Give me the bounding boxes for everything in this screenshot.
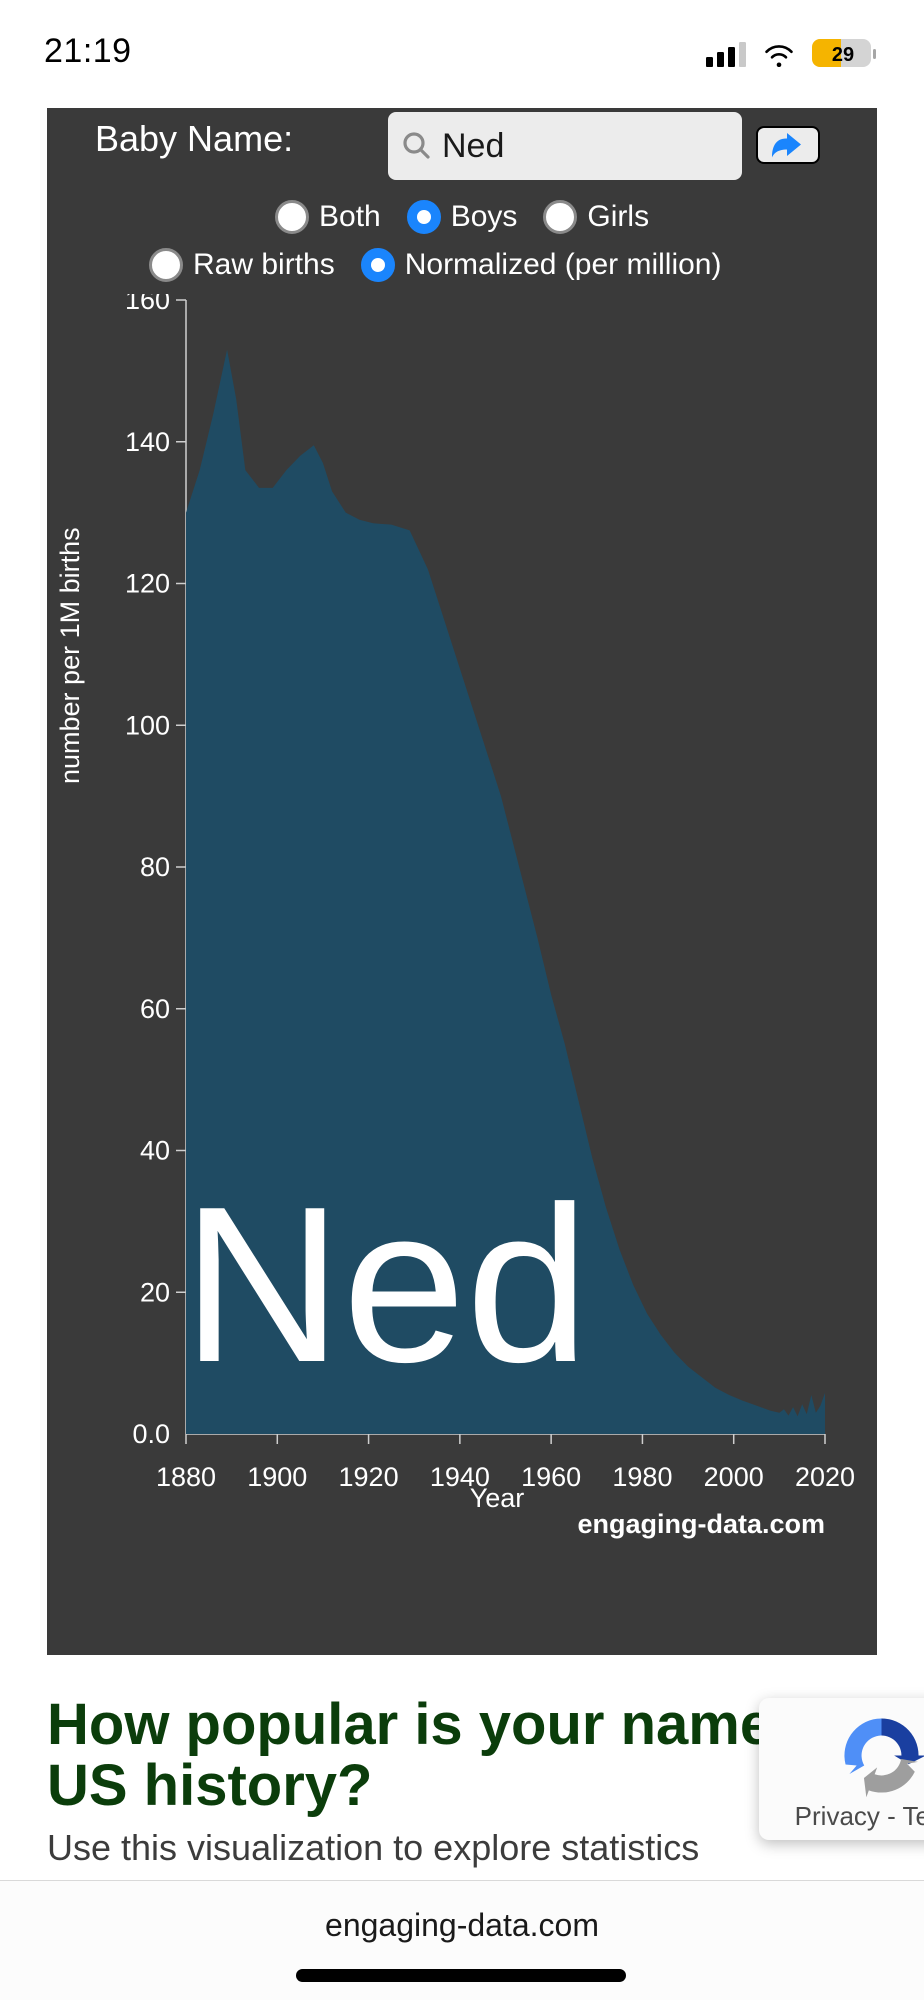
svg-text:2020: 2020 xyxy=(795,1462,855,1492)
svg-text:engaging-data.com: engaging-data.com xyxy=(577,1509,825,1539)
svg-text:0.0: 0.0 xyxy=(132,1419,170,1449)
svg-text:100: 100 xyxy=(125,710,170,740)
svg-text:1900: 1900 xyxy=(247,1462,307,1492)
svg-text:1980: 1980 xyxy=(612,1462,672,1492)
svg-text:60: 60 xyxy=(140,994,170,1024)
svg-text:160: 160 xyxy=(125,294,170,315)
svg-text:1960: 1960 xyxy=(521,1462,581,1492)
svg-text:120: 120 xyxy=(125,569,170,599)
svg-text:140: 140 xyxy=(125,427,170,457)
svg-text:1880: 1880 xyxy=(156,1462,216,1492)
svg-text:2000: 2000 xyxy=(704,1462,764,1492)
svg-text:Year: Year xyxy=(470,1483,525,1513)
svg-text:20: 20 xyxy=(140,1277,170,1307)
svg-text:40: 40 xyxy=(140,1136,170,1166)
svg-text:80: 80 xyxy=(140,852,170,882)
svg-text:29: 29 xyxy=(832,44,854,66)
svg-text:1920: 1920 xyxy=(339,1462,399,1492)
